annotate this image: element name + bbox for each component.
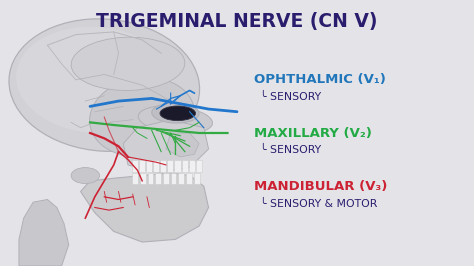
Bar [160,160,166,172]
Bar [163,173,169,184]
Bar [139,160,145,172]
Ellipse shape [160,106,195,121]
Bar [155,173,161,184]
Bar [153,160,159,172]
Bar [167,160,173,172]
Text: ╰ SENSORY: ╰ SENSORY [260,92,321,102]
Text: MAXILLARY (V₂): MAXILLARY (V₂) [254,127,372,139]
Polygon shape [81,173,209,242]
Polygon shape [123,120,209,173]
Bar [132,160,138,172]
Bar [174,160,181,172]
Bar [189,160,195,172]
Ellipse shape [90,77,195,157]
Bar [148,173,154,184]
Polygon shape [166,133,199,157]
Bar [140,173,146,184]
Ellipse shape [71,37,185,90]
Bar [132,173,138,184]
Text: ╰ SENSORY: ╰ SENSORY [260,145,321,155]
Ellipse shape [138,106,212,134]
Ellipse shape [16,27,173,133]
Ellipse shape [71,168,100,184]
Text: 3: 3 [79,52,87,65]
Bar [196,160,202,172]
Text: OPHTHALMIC (V₁): OPHTHALMIC (V₁) [254,73,385,86]
Bar [186,173,192,184]
Polygon shape [19,200,69,266]
Bar [194,173,200,184]
Bar [146,160,152,172]
Ellipse shape [152,103,199,123]
Bar [178,173,184,184]
Text: ╰ SENSORY & MOTOR: ╰ SENSORY & MOTOR [260,198,377,209]
Bar [171,173,176,184]
Text: TRIGEMINAL NERVE (CN V): TRIGEMINAL NERVE (CN V) [96,12,378,31]
Ellipse shape [9,19,200,151]
Bar [182,160,188,172]
Text: MANDIBULAR (V₃): MANDIBULAR (V₃) [254,180,387,193]
